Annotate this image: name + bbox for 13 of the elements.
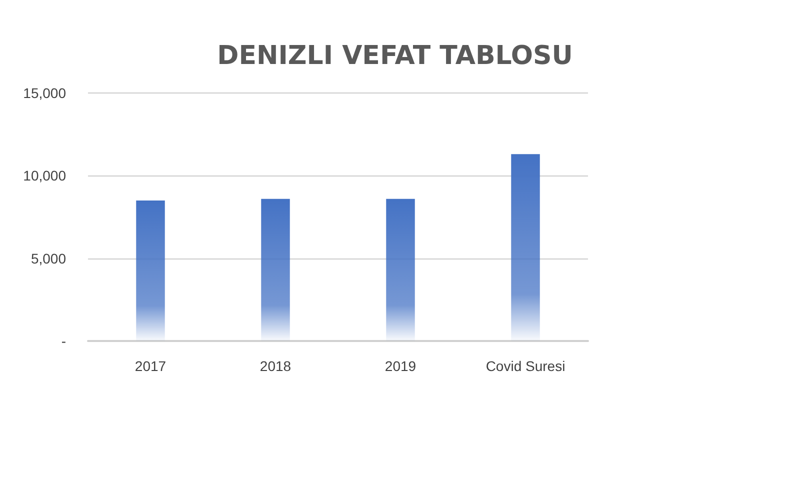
x-tick-label: 2017	[134, 358, 166, 374]
x-tick-label: Covid Suresi	[486, 358, 566, 374]
x-tick-label: 2018	[260, 358, 292, 374]
bar	[511, 154, 540, 341]
y-tick-label: -	[61, 333, 66, 349]
y-tick-label: 15,000	[23, 85, 66, 101]
x-tick-label: 2019	[384, 358, 416, 374]
bar	[386, 198, 415, 341]
chart-title: DENIZLI VEFAT TABLOSU	[217, 41, 573, 71]
y-tick-label: 10,000	[23, 168, 66, 184]
y-tick-label: 5,000	[30, 250, 66, 266]
bar	[136, 200, 165, 341]
bar	[261, 198, 290, 341]
